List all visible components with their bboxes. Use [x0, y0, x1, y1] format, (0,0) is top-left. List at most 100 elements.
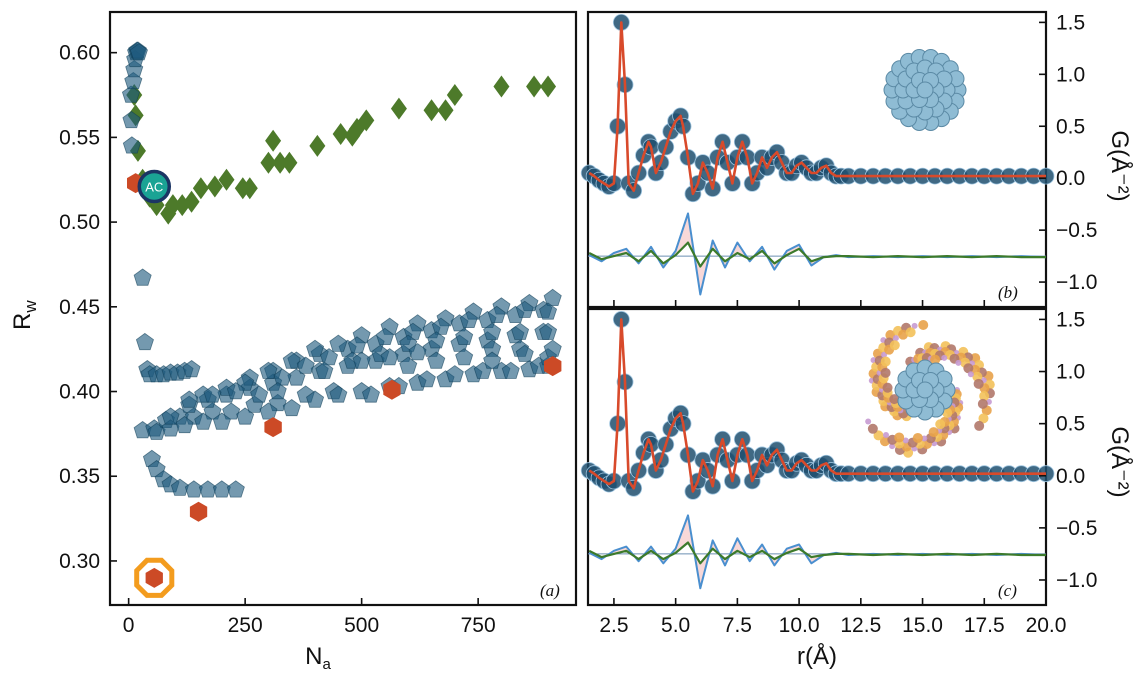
hexagon-point: [145, 567, 163, 588]
panel-a-ylabel-main: R: [9, 313, 36, 330]
ligand-atom: [911, 322, 918, 329]
panel-c-marks: [580, 311, 1055, 590]
ligand-atom: [905, 327, 916, 338]
diamond-point: [281, 151, 298, 174]
pentagon-point: [315, 361, 334, 379]
difference-line: [588, 241, 1046, 268]
pentagon-point: [222, 402, 241, 420]
best-fit-highlight-ring: [134, 557, 175, 598]
ligand-atom: [882, 382, 893, 393]
hexagon-point: [383, 379, 401, 400]
panel-c-frame: [586, 307, 1048, 607]
diamond-point: [332, 122, 349, 145]
ligand-atom: [928, 427, 939, 438]
ytick-label: 0.5: [1056, 115, 1085, 138]
pentagon-point: [194, 412, 213, 430]
fit-line: [588, 318, 1046, 493]
ytick-label: 0.30: [59, 550, 100, 573]
hexagon-point: [544, 356, 562, 377]
pentagon-point: [347, 336, 366, 354]
panel-c-yticks: −1.0 −0.5 0.0 0.5 1.0 1.5: [1039, 308, 1097, 592]
pentagon-point: [431, 317, 450, 335]
pentagon-point: [539, 302, 558, 320]
pentagon-point: [511, 322, 530, 340]
panel-a-xticks: 0 250 500 750: [123, 598, 496, 637]
panel-b-frame: [586, 10, 1048, 309]
panel-c-ylabel: G(Å⁻²): [1106, 426, 1134, 497]
ligand-atom: [930, 354, 941, 365]
ytick-label: 0.0: [1056, 465, 1085, 488]
ytick-label: 1.0: [1056, 63, 1085, 86]
ligand-atom: [881, 351, 888, 358]
pentagon-point: [226, 382, 245, 400]
diamond-point: [390, 97, 407, 120]
diamond-point: [423, 99, 440, 122]
panel-a-xlabel: Na: [305, 643, 331, 673]
ligand-atom: [889, 340, 900, 351]
ac-label: AC: [145, 180, 163, 195]
ligand-atom: [880, 356, 891, 367]
pentagon-point: [282, 399, 301, 417]
ytick-label: 1.0: [1056, 361, 1085, 384]
pentagon-point: [501, 361, 520, 379]
pentagon-point: [170, 478, 189, 496]
fit-line: [588, 21, 1046, 196]
panel-b-xticks: [613, 300, 1047, 307]
xtick-label: 5.0: [661, 614, 690, 637]
pentagon-point: [427, 331, 446, 349]
pentagon-point: [135, 332, 154, 351]
diamond-point: [446, 84, 463, 107]
pentagon-point: [203, 385, 222, 403]
ac-marker-circle: [137, 169, 172, 204]
pentagon-point: [380, 348, 399, 366]
ligand-atom: [918, 320, 929, 331]
panel-b-ylabel: G(Å⁻²): [1106, 130, 1134, 201]
ligand-atom: [974, 420, 985, 431]
pentagon-point: [306, 339, 325, 357]
panel-a-ylabel: Rw: [9, 300, 40, 330]
panel-a-marks: AC: [121, 41, 562, 598]
pentagon-point: [273, 368, 292, 386]
panel-a: AC 0.30 0.35 0.40 0.45 0.50 0.55 0.60 0 250 500 7…: [9, 10, 578, 673]
pentagon-point: [268, 382, 287, 400]
diamond-point: [218, 168, 235, 191]
ligand-atom: [973, 378, 984, 389]
nanoparticle-image-c: [865, 320, 995, 458]
pentagon-point: [455, 348, 474, 366]
ligand-atom: [921, 435, 928, 442]
diamond-point: [526, 75, 543, 98]
pentagon-point: [296, 356, 315, 374]
pentagon-point: [180, 390, 199, 408]
diamond-point: [540, 75, 557, 98]
diamond-point: [183, 190, 200, 213]
ytick-label: −0.5: [1056, 517, 1097, 540]
pentagon-point: [375, 327, 394, 346]
ligand-atom: [967, 371, 974, 378]
difference-shade: [589, 213, 1046, 295]
core-atom: [916, 381, 934, 399]
ytick-label: 0.50: [59, 211, 100, 234]
panel-a-tag: (a): [540, 581, 560, 600]
panel-b-yticks: −1.0 −0.5 0.0 0.5 1.0 1.5: [1039, 11, 1097, 294]
pentagon-point: [121, 85, 140, 103]
xtick-label: 250: [228, 614, 263, 637]
panel-b-marks: [580, 13, 1055, 296]
panel-c-xlabel: r(Å): [797, 642, 837, 670]
ligand-atom: [889, 443, 896, 450]
pentagon-point: [543, 288, 562, 307]
pentagon-point: [539, 322, 558, 340]
panel-b: −1.0 −0.5 0.0 0.5 1.0 1.5 (b) G(Å⁻²): [580, 10, 1134, 309]
panel-a-xlabel-sub: a: [323, 656, 332, 673]
difference-line-alt: [588, 514, 1047, 590]
nanoparticle-image-b: [883, 49, 967, 131]
diamond-point: [493, 75, 510, 98]
ligand-atom: [912, 432, 923, 443]
xtick-label: 7.5: [723, 614, 752, 637]
pentagon-point: [417, 370, 436, 388]
pentagon-point: [399, 356, 418, 374]
xtick-label: 20.0: [1026, 614, 1067, 637]
pentagon-point: [161, 407, 180, 425]
pentagon-point: [306, 390, 325, 408]
diamond-point: [260, 151, 277, 174]
